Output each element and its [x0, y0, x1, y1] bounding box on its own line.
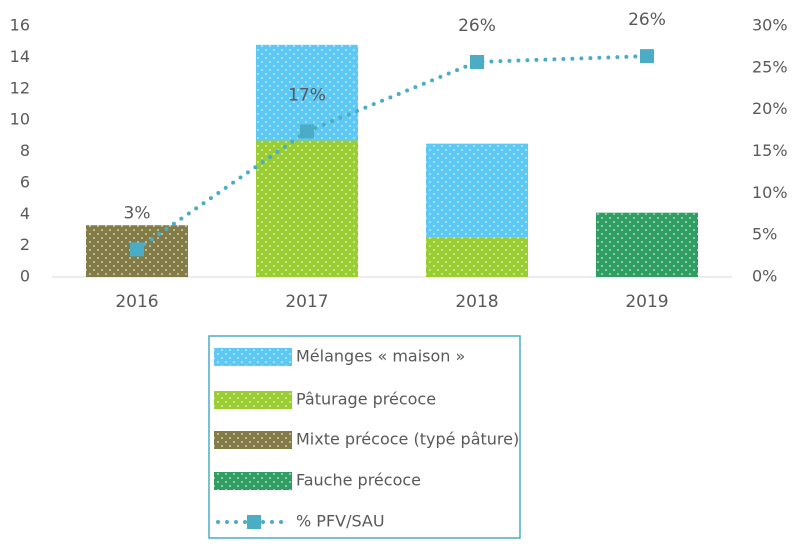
data-label: 26%: [458, 16, 496, 36]
y-tick-label: 4: [20, 204, 30, 223]
y-tick-label: 2: [20, 235, 30, 254]
x-tick-label: 2019: [625, 292, 668, 312]
data-label: 26%: [628, 10, 666, 30]
bar: [596, 212, 698, 277]
legend-swatch: [214, 472, 292, 490]
x-tick-label: 2016: [115, 292, 158, 312]
y-tick-label: 16: [10, 16, 30, 35]
y2-tick-label: 5%: [752, 225, 777, 244]
y-tick-label: 14: [10, 47, 30, 66]
y-tick-label: 12: [10, 78, 30, 97]
y2-tick-label: 20%: [752, 99, 788, 118]
y2-tick-label: 0%: [752, 267, 777, 286]
data-label: 3%: [124, 203, 151, 223]
marker: [130, 242, 144, 257]
x-tick-label: 2017: [285, 292, 328, 312]
y-tick-label: 10: [10, 110, 30, 129]
data-label: 17%: [288, 85, 326, 105]
y-tick-label: 8: [20, 141, 30, 160]
legend-swatch: [214, 348, 292, 366]
legend-swatch: [214, 431, 292, 449]
bar: [426, 237, 528, 277]
y-tick-label: 6: [20, 172, 30, 191]
y2-tick-label: 10%: [752, 183, 788, 202]
legend-label: Pâturage précoce: [296, 390, 436, 409]
bar: [256, 140, 358, 277]
x-tick-label: 2018: [455, 292, 498, 312]
legend-label: Mixte précoce (typé pâture): [296, 430, 519, 449]
y2-tick-label: 15%: [752, 141, 788, 160]
marker: [300, 124, 314, 139]
y2-tick-label: 30%: [752, 16, 788, 35]
y2-tick-label: 25%: [752, 57, 788, 76]
legend-label: Mélanges « maison »: [296, 347, 465, 366]
bar: [426, 143, 528, 238]
legend-label: % PFV/SAU: [296, 512, 385, 531]
line: [135, 54, 649, 252]
legend-swatch: [214, 391, 292, 409]
marker: [640, 49, 654, 64]
legend-label: Fauche précoce: [296, 471, 421, 490]
legend-box: [208, 335, 521, 539]
y-tick-label: 0: [20, 267, 30, 286]
legend-marker: [247, 515, 261, 529]
marker: [470, 54, 484, 69]
